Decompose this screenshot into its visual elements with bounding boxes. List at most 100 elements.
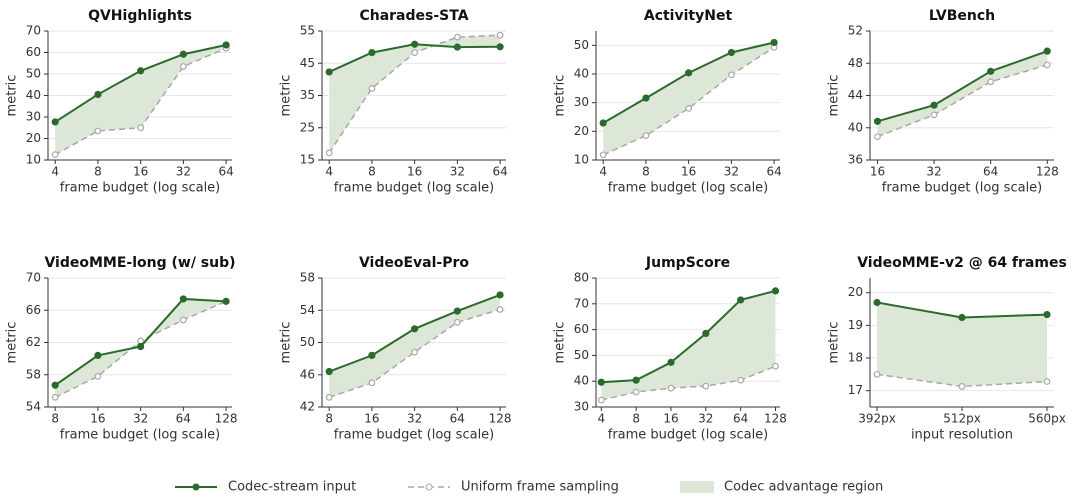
point xyxy=(411,49,419,57)
chart-title: JumpScore xyxy=(645,255,730,271)
point xyxy=(737,296,745,304)
y-tick-label: 45 xyxy=(300,56,315,70)
point xyxy=(727,71,735,79)
y-tick-label: 15 xyxy=(300,153,315,167)
point xyxy=(222,297,230,305)
point xyxy=(987,67,995,75)
y-tick-label: 35 xyxy=(300,88,315,102)
point xyxy=(727,48,735,57)
x-tick-label: 128 xyxy=(764,412,787,426)
x-tick-label: 560px xyxy=(1028,412,1066,426)
series-line xyxy=(601,289,776,384)
y-tick-label: 40 xyxy=(574,67,589,81)
x-tick-label: 32 xyxy=(176,165,191,179)
point xyxy=(958,313,966,322)
point xyxy=(599,119,607,127)
x-tick-label: 32 xyxy=(450,165,465,179)
legend-label: Codec advantage region xyxy=(724,480,883,495)
point xyxy=(325,68,333,76)
point xyxy=(411,348,419,356)
x-tick-label: 16 xyxy=(407,165,422,179)
series-line xyxy=(602,46,775,156)
x-tick-label: 32 xyxy=(133,412,148,426)
point xyxy=(137,67,145,75)
y-tick-label: 48 xyxy=(848,56,863,70)
point xyxy=(137,124,145,132)
point xyxy=(930,111,938,119)
chart-title: ActivityNet xyxy=(644,8,733,24)
y-axis-label: metric xyxy=(5,322,20,364)
y-axis-label: metric xyxy=(553,75,568,117)
y-tick-label: 66 xyxy=(26,303,41,317)
y-tick-label: 54 xyxy=(300,303,315,317)
advantage-area xyxy=(603,42,775,155)
point xyxy=(632,388,640,396)
x-tick-label: 128 xyxy=(215,412,238,426)
advantage-area xyxy=(877,51,1048,137)
x-axis-label: frame budget (log scale) xyxy=(60,428,221,443)
x-tick-label: 16 xyxy=(870,165,885,179)
point xyxy=(179,63,187,70)
point xyxy=(958,383,966,390)
legend-marker xyxy=(192,483,200,491)
x-tick-label: 392px xyxy=(858,412,896,426)
point xyxy=(873,370,881,378)
x-tick-label: 4 xyxy=(51,165,59,179)
point xyxy=(642,94,650,102)
x-tick-label: 128 xyxy=(489,412,512,426)
y-tick-label: 46 xyxy=(300,367,315,381)
point xyxy=(599,151,607,159)
legend-label: Codec-stream input xyxy=(228,480,356,495)
y-axis-label: metric xyxy=(827,322,842,364)
y-tick-label: 70 xyxy=(26,271,41,285)
y-tick-label: 30 xyxy=(574,400,589,414)
point xyxy=(368,49,376,57)
y-axis-label: metric xyxy=(279,75,294,117)
series-line xyxy=(877,50,1048,123)
point xyxy=(94,90,102,99)
y-tick-label: 80 xyxy=(574,271,589,285)
y-tick-label: 58 xyxy=(300,271,315,285)
point xyxy=(222,41,230,49)
y-tick-label: 44 xyxy=(848,88,863,102)
point xyxy=(770,38,778,47)
x-axis-label: frame budget (log scale) xyxy=(608,181,769,196)
point xyxy=(632,376,640,384)
point xyxy=(1043,61,1051,69)
legend-swatch xyxy=(680,481,714,493)
point xyxy=(94,351,102,359)
chart-title: VideoEval-Pro xyxy=(359,255,469,271)
point xyxy=(1043,310,1051,319)
point xyxy=(94,127,102,135)
point xyxy=(368,379,376,387)
point xyxy=(772,362,779,370)
advantage-area xyxy=(55,298,227,398)
y-axis-label: metric xyxy=(279,322,294,364)
y-tick-label: 40 xyxy=(26,88,41,102)
y-tick-label: 20 xyxy=(848,285,863,299)
legend-marker xyxy=(425,483,433,491)
point xyxy=(411,325,419,333)
y-tick-label: 50 xyxy=(574,348,589,362)
x-tick-label: 64 xyxy=(450,412,465,426)
series-line xyxy=(328,308,501,399)
x-tick-label: 8 xyxy=(632,412,640,426)
x-tick-label: 16 xyxy=(90,412,105,426)
x-tick-label: 64 xyxy=(766,165,781,179)
y-tick-label: 50 xyxy=(574,38,589,52)
y-tick-label: 42 xyxy=(300,400,315,414)
point xyxy=(873,117,882,125)
x-tick-label: 64 xyxy=(492,165,507,179)
point xyxy=(874,133,881,141)
y-axis-label: metric xyxy=(827,75,842,117)
point xyxy=(51,381,59,389)
point xyxy=(685,69,693,77)
point xyxy=(597,396,605,404)
point xyxy=(685,104,693,112)
point xyxy=(94,372,102,380)
point xyxy=(368,351,376,359)
y-tick-label: 70 xyxy=(26,24,41,38)
x-axis-label: frame budget (log scale) xyxy=(608,428,769,443)
x-tick-label: 128 xyxy=(1036,165,1059,179)
